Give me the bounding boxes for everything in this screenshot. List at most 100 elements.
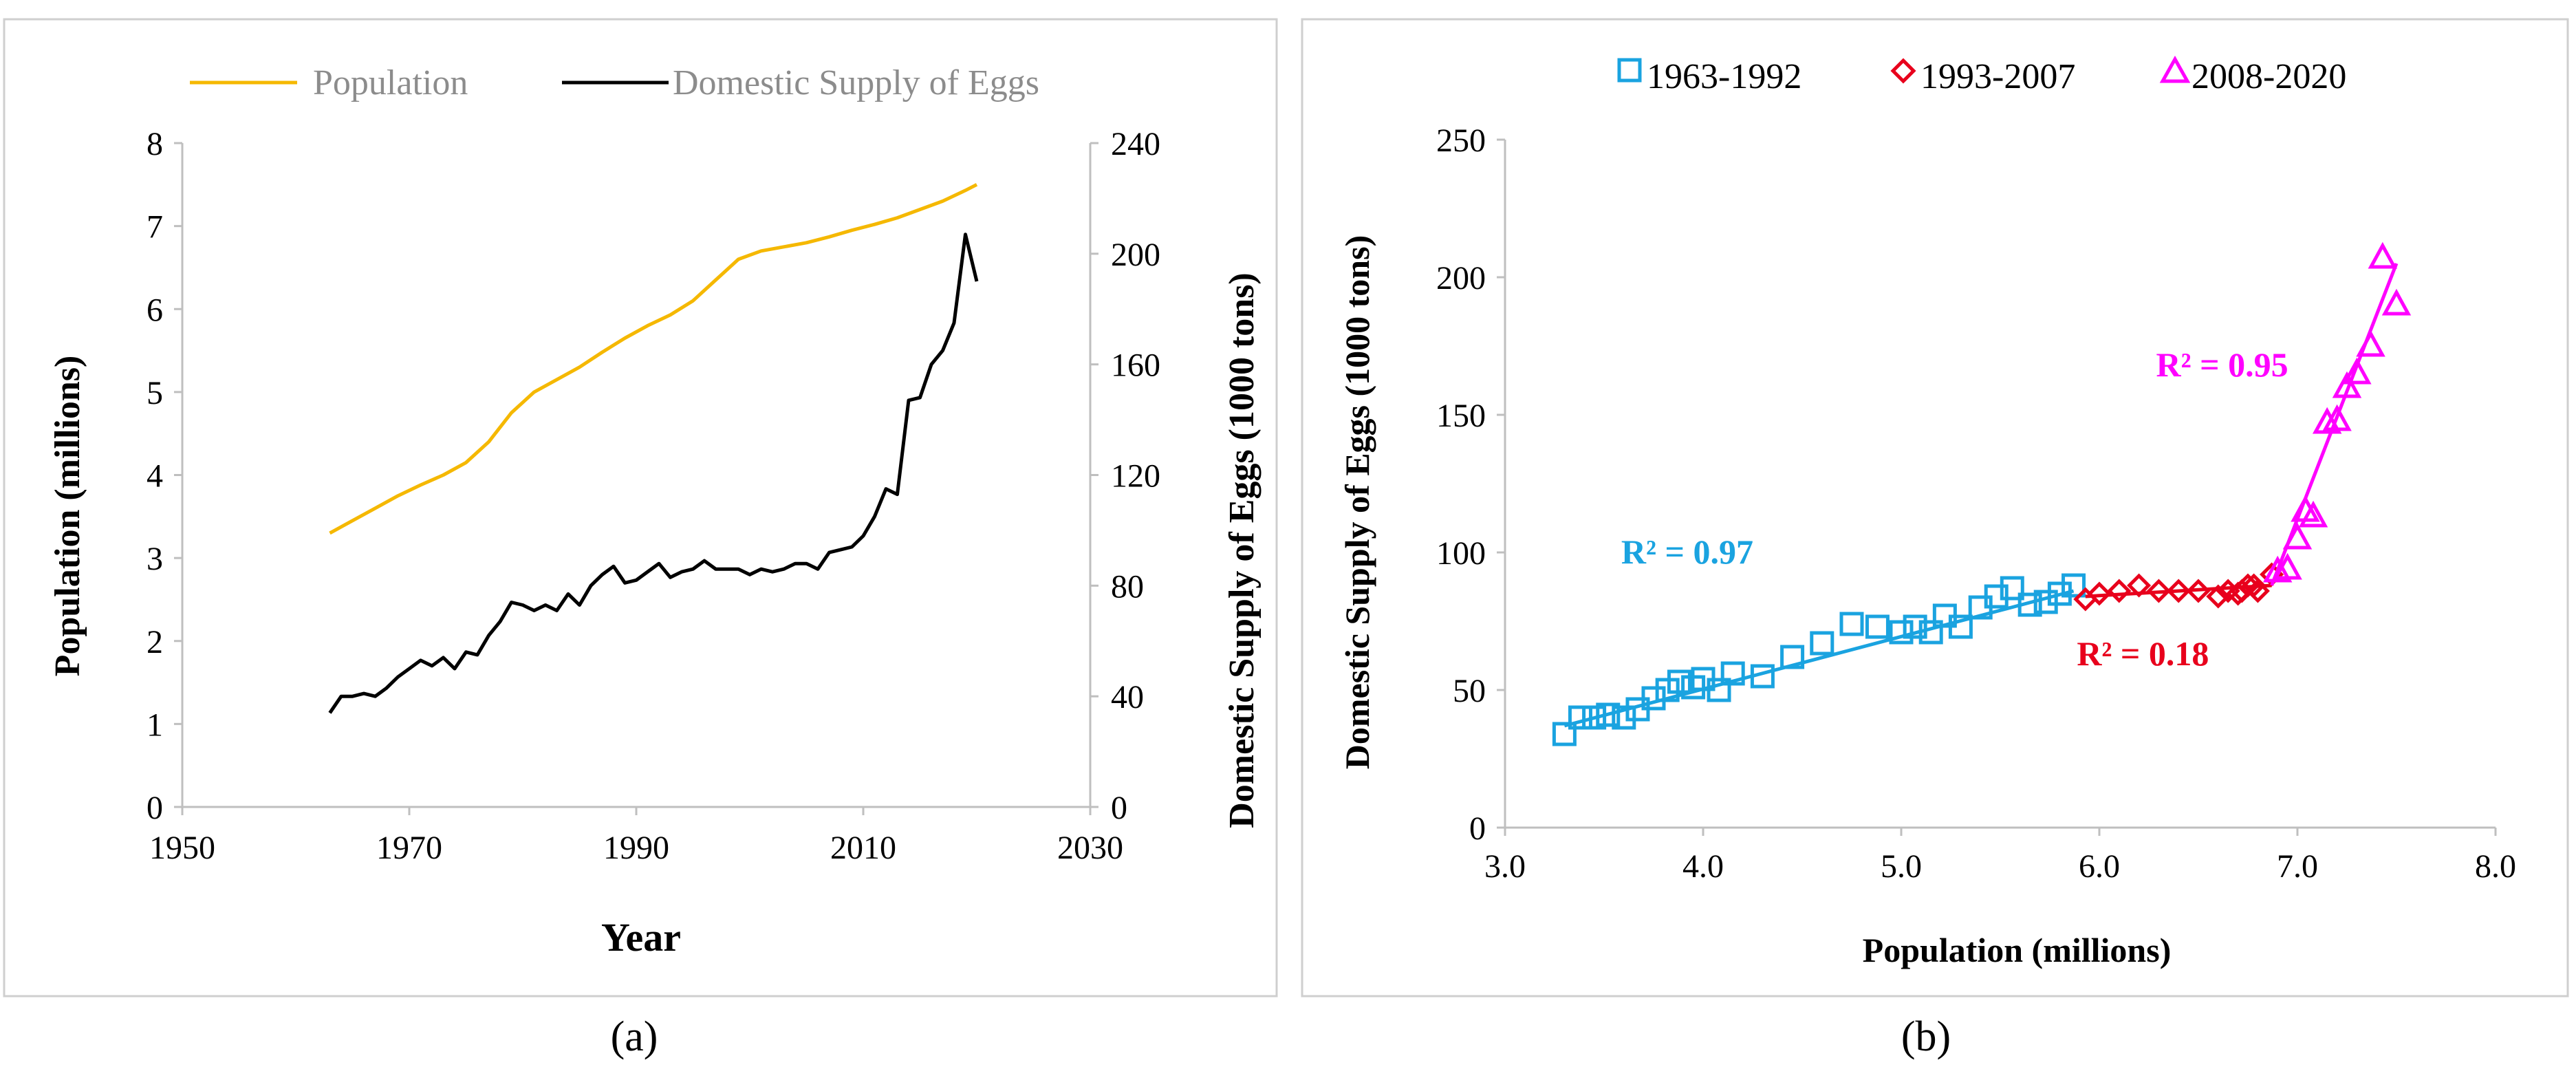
x-tick-label: 2010	[830, 830, 896, 866]
panel-label-b: (b)	[1901, 1013, 1951, 1060]
legend-marker-2008-2020	[2159, 55, 2191, 83]
point-2008-2020	[2273, 552, 2302, 580]
legend-label-1963-1992: 1963-1992	[1647, 57, 1801, 96]
b-x-tick-label: 4.0	[1682, 848, 1724, 885]
point-1963-1992	[1865, 614, 1890, 639]
trendline-1963-1992	[1563, 589, 2075, 728]
b-x-tick-label: 8.0	[2475, 848, 2516, 885]
panel-b-frame	[1301, 18, 2569, 998]
point-1963-1992	[1596, 702, 1621, 727]
y-left-tick-label: 1	[147, 707, 163, 743]
legend-marker-1963-1992	[1617, 58, 1642, 83]
y-left-tick-label: 3	[147, 541, 163, 577]
y-right-tick-label: 120	[1111, 458, 1160, 495]
point-1993-2007	[2166, 579, 2191, 603]
legend-label-eggs: Domestic Supply of Eggs	[673, 63, 1039, 103]
b-y-tick-label: 100	[1436, 535, 1486, 572]
point-1993-2007	[2107, 579, 2132, 603]
y-right-tick-label: 80	[1111, 568, 1144, 605]
y-axis-title-right: Domestic Supply of Eggs (1000 tons)	[1222, 272, 1262, 828]
point-2008-2020	[2332, 371, 2362, 398]
y-left-tick-label: 5	[147, 375, 163, 411]
point-1993-2007	[2146, 579, 2171, 603]
y-left-tick-label: 6	[147, 292, 163, 328]
y-right-tick-label: 200	[1111, 237, 1160, 273]
legend-label-2008-2020: 2008-2020	[2191, 57, 2346, 96]
point-1963-1992	[1889, 620, 1914, 645]
point-1963-1992	[1780, 645, 1805, 669]
point-1963-1992	[2017, 592, 2042, 617]
point-1963-1992	[1903, 614, 1927, 639]
y-right-tick-label: 0	[1111, 790, 1127, 826]
point-2008-2020	[2368, 241, 2398, 269]
point-1963-1992	[1641, 686, 1666, 711]
point-2008-2020	[2322, 404, 2352, 431]
point-1963-1992	[1810, 631, 1834, 656]
x-tick-label: 2030	[1057, 830, 1123, 866]
point-1963-1992	[1720, 661, 1745, 686]
legend-label-population: Population	[313, 63, 468, 103]
b-y-tick-label: 0	[1469, 810, 1486, 847]
x-axis-title: Year	[601, 915, 681, 960]
y-right-tick-label: 40	[1111, 679, 1144, 715]
y-left-tick-label: 8	[147, 126, 163, 162]
point-1963-1992	[2047, 581, 2072, 606]
y-left-tick-label: 0	[147, 790, 163, 826]
annotations-b: R² = 0.97 R² = 0.18 R² = 0.95	[1621, 345, 2288, 673]
b-x-tick-label: 5.0	[1881, 848, 1922, 885]
point-1963-1992	[1984, 584, 2009, 609]
legend-marker-1993-2007	[1890, 58, 1916, 84]
point-1993-2007	[2186, 579, 2211, 603]
point-1993-2007	[2245, 579, 2270, 603]
panel-label-a: (a)	[611, 1013, 658, 1060]
point-2008-2020	[2356, 330, 2385, 357]
b-y-tick-label: 200	[1436, 260, 1486, 297]
point-1963-1992	[1918, 620, 1943, 645]
point-1963-1992	[1612, 705, 1636, 730]
y-axis-title-b: Domestic Supply of Eggs (1000 tons)	[1338, 235, 1376, 769]
r-squared-label: R² = 0.18	[2077, 634, 2209, 673]
point-1993-2007	[2206, 584, 2231, 609]
point-1963-1992	[1568, 705, 1592, 730]
point-1963-1992	[1707, 678, 1731, 702]
x-tick-label: 1950	[149, 830, 215, 866]
point-1963-1992	[2061, 573, 2086, 598]
y-right-tick-label: 160	[1111, 347, 1160, 384]
point-2008-2020	[2381, 288, 2412, 316]
b-y-tick-label: 50	[1453, 673, 1486, 709]
y-left-tick-label: 4	[147, 458, 163, 495]
point-2008-2020	[2342, 357, 2372, 385]
x-tick-label: 1990	[603, 830, 669, 866]
point-2008-2020	[2312, 407, 2342, 434]
point-1993-2007	[2087, 581, 2112, 606]
point-1963-1992	[1667, 669, 1691, 694]
y-right-tick-label: 240	[1111, 126, 1160, 162]
r-squared-label: R² = 0.95	[2156, 345, 2288, 384]
y-left-tick-label: 7	[147, 209, 163, 246]
population-line	[329, 183, 978, 535]
b-x-tick-label: 3.0	[1484, 848, 1526, 885]
y-axis-title-left: Population (millions)	[48, 356, 87, 677]
legend-a: Population Domestic Supply of Eggs	[190, 63, 1039, 103]
axes-b: 0 50 100 150 200 250 3.0 4.0 5.0 6.0 7.0 8.0	[1436, 122, 2516, 885]
x-tick-label: 1970	[376, 830, 442, 866]
point-1963-1992	[2033, 590, 2058, 614]
point-1963-1992	[1552, 722, 1577, 746]
b-x-tick-label: 7.0	[2277, 848, 2318, 885]
point-1963-1992	[1582, 705, 1607, 730]
b-y-tick-label: 250	[1436, 122, 1486, 159]
point-1963-1992	[2000, 576, 2024, 601]
r-squared-label: R² = 0.97	[1621, 532, 1753, 571]
y-left-tick-label: 2	[147, 624, 163, 660]
x-axis-title-b: Population (millions)	[1863, 931, 2172, 969]
point-1993-2007	[2236, 573, 2260, 598]
panel-a-frame	[3, 18, 1278, 998]
series-a	[328, 183, 979, 714]
legend-b: 1963-1992 1993-2007 2008-2020	[1617, 55, 2346, 96]
eggs-supply-line	[328, 233, 979, 714]
point-2008-2020	[2282, 522, 2313, 550]
point-1963-1992	[1839, 612, 1864, 636]
